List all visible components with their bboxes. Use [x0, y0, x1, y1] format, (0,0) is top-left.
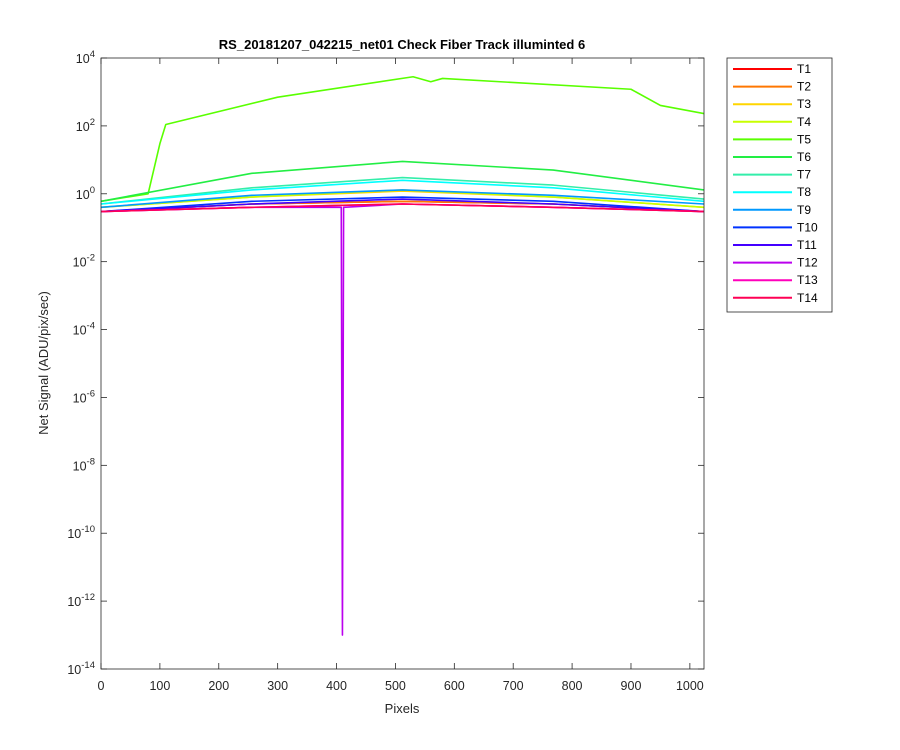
y-tick-base: 10	[76, 120, 90, 134]
y-tick-exponent: -12	[81, 592, 95, 603]
y-tick-base: 10	[73, 459, 87, 473]
y-tick-exponent: 2	[90, 117, 95, 128]
x-tick-label: 0	[98, 679, 105, 693]
y-tick-base: 10	[76, 188, 90, 202]
legend-label: T3	[797, 97, 811, 111]
y-tick-base: 10	[67, 663, 81, 677]
chart-title: RS_20181207_042215_net01 Check Fiber Tra…	[219, 37, 585, 52]
y-tick-exponent: 4	[90, 49, 95, 60]
series-line-t9	[101, 189, 704, 209]
y-tick-base: 10	[67, 527, 81, 541]
legend-label: T13	[797, 273, 818, 287]
x-tick-label: 900	[621, 679, 642, 693]
y-tick-label: 10-14	[67, 660, 95, 677]
x-tick-label: 500	[385, 679, 406, 693]
y-tick-label: 10-6	[73, 388, 95, 405]
y-tick-label: 10-12	[67, 592, 95, 609]
y-tick-label: 100	[76, 185, 95, 202]
x-tick-label: 800	[562, 679, 583, 693]
series-line-t5	[101, 75, 704, 203]
x-axis-label: Pixels	[385, 701, 420, 716]
legend-label: T9	[797, 203, 811, 217]
y-tick-label: 10-4	[73, 321, 95, 338]
series-line-t11	[101, 198, 704, 213]
y-tick-label: 10-2	[73, 253, 95, 270]
x-tick-label: 700	[503, 679, 524, 693]
x-tick-label: 1000	[676, 679, 704, 693]
y-tick-exponent: -10	[81, 524, 95, 535]
plot-area: 0 100 200 300 400 500 600 700 800 900 1000 10-1410…	[67, 49, 705, 693]
legend-label: T11	[797, 238, 817, 252]
legend-label: T14	[797, 291, 818, 305]
legend-label: T12	[797, 256, 818, 270]
y-tick-base: 10	[73, 391, 87, 405]
series-line-t6	[101, 160, 704, 203]
axes-box	[100, 57, 705, 670]
y-tick-base: 10	[67, 595, 81, 609]
x-axis: 0 100 200 300 400 500 600 700 800 900 1000	[98, 58, 704, 693]
y-axis-label: Net Signal (ADU/pix/sec)	[36, 291, 51, 435]
legend: T1 T2 T3 T4 T5 T6 T7 T8 T9 T10 T11 T12 T13 T14	[726, 57, 833, 313]
y-tick-exponent: -4	[87, 321, 95, 332]
series-layer	[101, 75, 704, 636]
legend-label: T4	[797, 115, 811, 129]
series-line-t14	[101, 203, 704, 213]
y-tick-base: 10	[73, 256, 87, 270]
legend-label: T10	[797, 220, 818, 234]
y-tick-base: 10	[73, 324, 87, 338]
legend-label: T2	[797, 80, 811, 94]
y-tick-label: 104	[76, 49, 95, 66]
x-tick-label: 600	[444, 679, 465, 693]
legend-label: T5	[797, 132, 811, 146]
x-tick-label: 200	[208, 679, 229, 693]
y-tick-label: 10-8	[73, 456, 95, 473]
series-line-t8	[101, 179, 704, 205]
series-line-t7	[101, 176, 704, 205]
legend-box	[726, 57, 833, 313]
y-tick-exponent: -2	[87, 253, 95, 264]
y-tick-exponent: 0	[90, 185, 95, 196]
series-line-t10	[101, 196, 704, 213]
y-tick-label: 10-10	[67, 524, 95, 541]
y-tick-label: 102	[76, 117, 95, 134]
y-tick-base: 10	[76, 52, 90, 66]
plot-background	[101, 58, 704, 669]
y-tick-exponent: -8	[87, 456, 95, 467]
legend-label: T6	[797, 150, 811, 164]
legend-label: T8	[797, 185, 811, 199]
x-tick-label: 300	[267, 679, 288, 693]
y-tick-exponent: -14	[81, 660, 95, 671]
y-tick-exponent: -6	[87, 388, 95, 399]
x-tick-label: 100	[149, 679, 170, 693]
x-tick-label: 400	[326, 679, 347, 693]
legend-label: T7	[797, 168, 811, 182]
legend-label: T1	[797, 62, 811, 76]
